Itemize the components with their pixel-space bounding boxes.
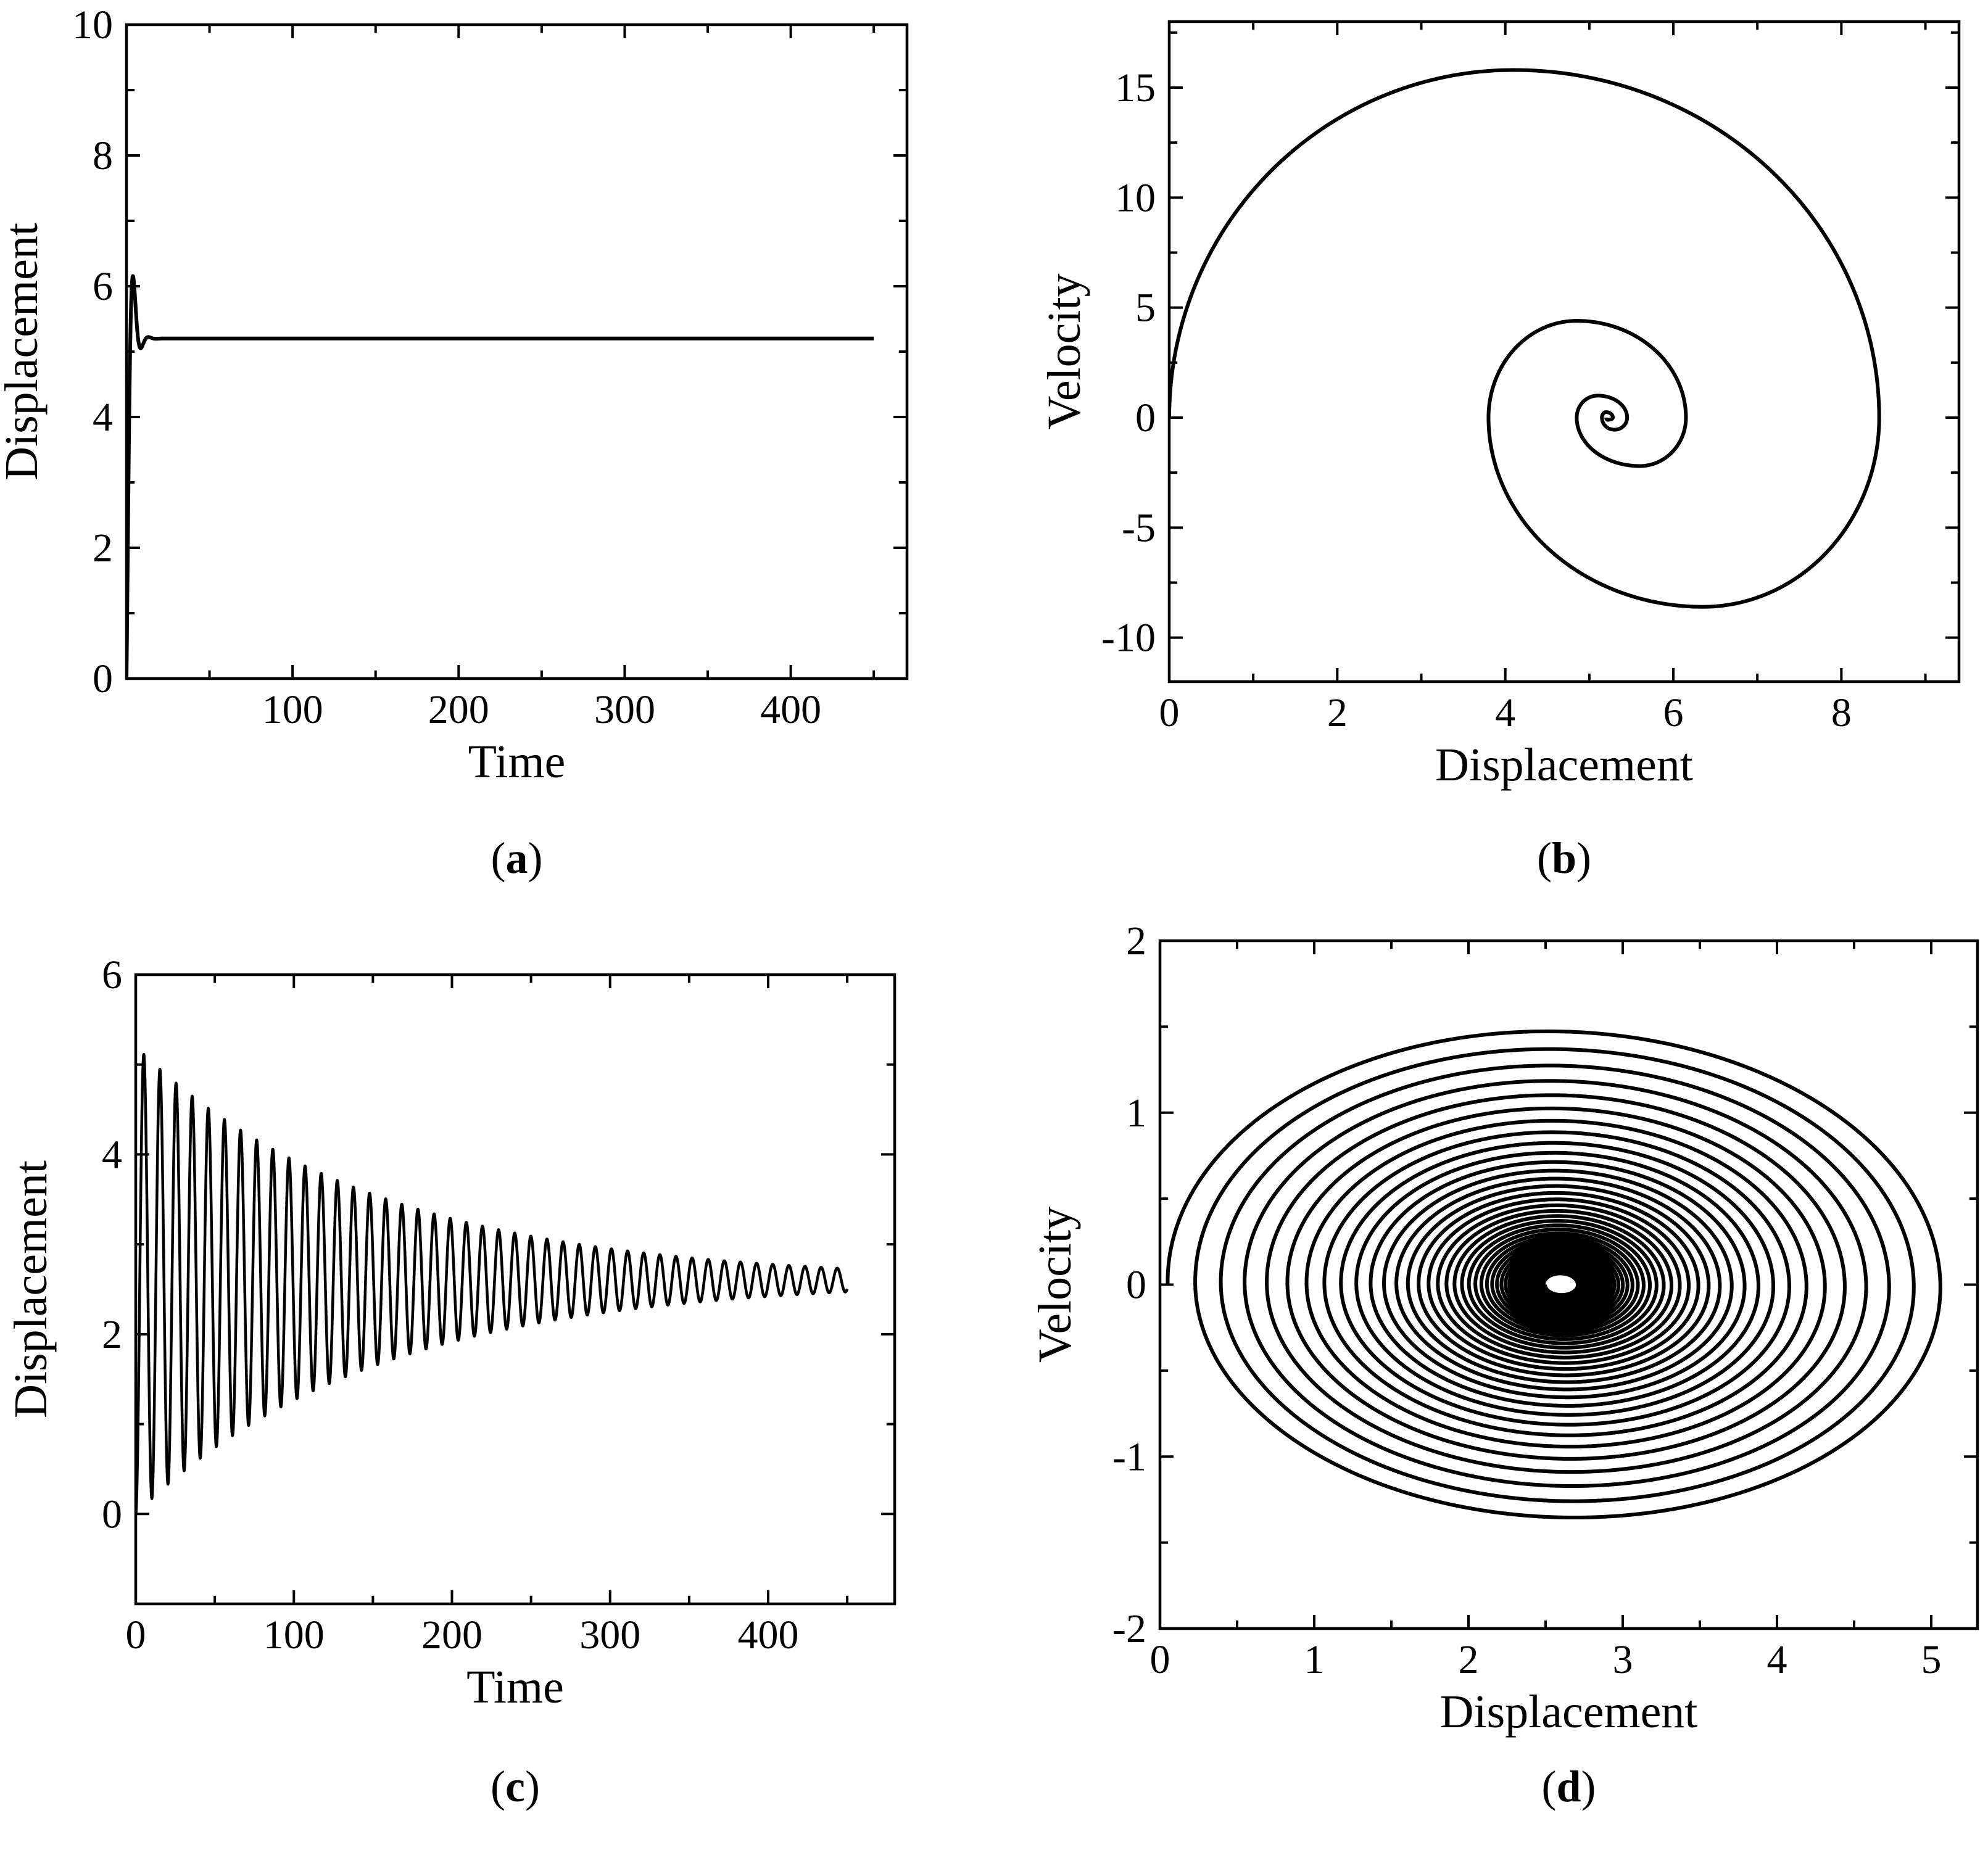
y-tick-label: 6 bbox=[102, 952, 122, 997]
y-tick-label: 4 bbox=[93, 395, 113, 440]
y-tick-label: 2 bbox=[93, 526, 113, 571]
x-axis-title: Time bbox=[468, 736, 566, 788]
y-tick-label: -10 bbox=[1101, 616, 1156, 661]
x-tick-label: 4 bbox=[1495, 690, 1515, 735]
y-tick-label: 5 bbox=[1135, 286, 1156, 331]
x-tick-label: 0 bbox=[1159, 690, 1180, 735]
y-tick-label: 0 bbox=[93, 656, 113, 701]
y-tick-label: 2 bbox=[1126, 919, 1146, 964]
x-tick-label: 5 bbox=[1921, 1637, 1942, 1682]
x-tick-label: 200 bbox=[428, 687, 489, 732]
x-tick-label: 2 bbox=[1459, 1637, 1479, 1682]
series-line bbox=[1166, 1029, 1942, 1520]
x-tick-label: 0 bbox=[1150, 1637, 1170, 1682]
y-tick-label: 0 bbox=[1126, 1263, 1146, 1308]
x-tick-label: 4 bbox=[1767, 1637, 1787, 1682]
plot-frame bbox=[125, 23, 909, 680]
y-tick-label: 15 bbox=[1115, 65, 1156, 110]
series-line bbox=[136, 1052, 849, 1516]
x-axis-title: Displacement bbox=[1435, 739, 1693, 791]
chart-panel-b: 0 2 4 6 8 -10 -5 0 5 10 15 Displacement Velocity (b) bbox=[1038, 20, 1961, 883]
y-tick-label: -2 bbox=[1112, 1606, 1146, 1651]
y-tick-label: 6 bbox=[93, 264, 113, 309]
x-tick-label: 8 bbox=[1831, 690, 1852, 735]
plot-frame bbox=[1158, 939, 1979, 1630]
plot-frame bbox=[134, 973, 897, 1606]
y-tick-label: -5 bbox=[1122, 505, 1156, 550]
series-line bbox=[126, 274, 876, 679]
x-tick-label: 2 bbox=[1327, 690, 1348, 735]
y-tick-label: 1 bbox=[1126, 1091, 1146, 1136]
y-tick-label: 10 bbox=[72, 2, 113, 47]
y-tick-label: 0 bbox=[1135, 395, 1156, 440]
y-axis-title: Velocity bbox=[1038, 273, 1090, 429]
x-tick-label: 6 bbox=[1663, 690, 1684, 735]
panel-label: (b) bbox=[1537, 833, 1591, 883]
y-tick-label: 0 bbox=[102, 1492, 122, 1537]
x-tick-label: 100 bbox=[263, 1613, 325, 1658]
x-tick-label: 1 bbox=[1304, 1637, 1325, 1682]
x-tick-label: 400 bbox=[760, 687, 821, 732]
y-tick-label: 4 bbox=[102, 1132, 122, 1177]
y-axis-title: Velocity bbox=[1029, 1207, 1081, 1363]
y-tick-label: 8 bbox=[93, 133, 113, 178]
plot-frame bbox=[1167, 20, 1961, 683]
x-tick-label: 100 bbox=[262, 687, 323, 732]
x-tick-label: 200 bbox=[421, 1613, 483, 1658]
x-axis-title: Time bbox=[466, 1661, 564, 1713]
chart-panel-a: 100 200 300 400 0 2 4 6 8 10 Time Displacement (a) bbox=[0, 2, 909, 883]
x-tick-label: 300 bbox=[579, 1613, 640, 1658]
x-tick-label: 3 bbox=[1613, 1637, 1633, 1682]
y-axis-title: Displacement bbox=[5, 1160, 57, 1418]
y-tick-label: -1 bbox=[1112, 1434, 1146, 1479]
chart-panel-c: 0 100 200 300 400 0 2 4 6 Time Displacement (c) bbox=[5, 952, 897, 1811]
y-tick-label: 2 bbox=[102, 1312, 122, 1357]
series-line bbox=[1169, 68, 1881, 609]
x-tick-label: 300 bbox=[594, 687, 655, 732]
y-axis-title: Displacement bbox=[0, 223, 48, 481]
x-axis-title: Displacement bbox=[1440, 1686, 1698, 1738]
panel-label: (a) bbox=[491, 833, 543, 883]
y-tick-label: 10 bbox=[1115, 175, 1156, 220]
panel-label: (c) bbox=[491, 1762, 540, 1811]
x-tick-label: 400 bbox=[738, 1613, 799, 1658]
x-tick-label: 0 bbox=[126, 1613, 146, 1658]
panel-label: (d) bbox=[1541, 1762, 1596, 1811]
